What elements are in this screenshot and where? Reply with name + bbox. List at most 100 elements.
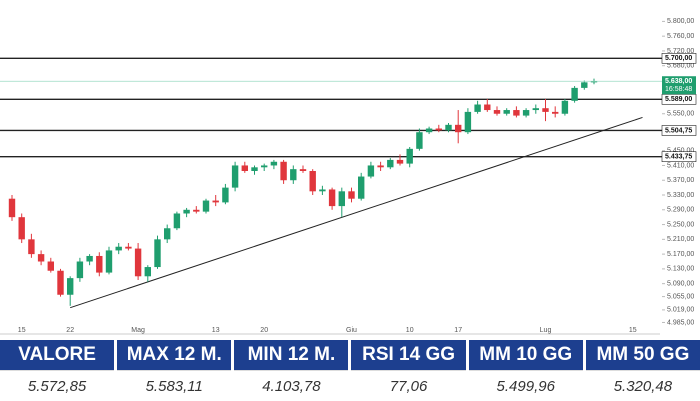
y-tick-label: 5.250,00 [667, 221, 694, 228]
candle-body [571, 87, 578, 101]
x-tick-label: 15 [629, 327, 637, 334]
candle-body [455, 124, 462, 133]
candle-body [212, 200, 219, 203]
candle-body [377, 165, 384, 168]
y-tick-label: 4.985,00 [667, 319, 694, 326]
y-tick-label: 5.055,00 [667, 293, 694, 300]
table-header: VALORE [0, 340, 115, 370]
x-tick-label: Mag [131, 327, 145, 334]
y-tick-label: 5.330,00 [667, 192, 694, 199]
y-tick-label: 5.800,00 [667, 18, 694, 25]
candle-body [222, 187, 229, 203]
x-tick-label: 22 [66, 327, 74, 334]
candle-body [241, 165, 248, 171]
candle-body [57, 270, 64, 295]
y-tick-label: 5.090,00 [667, 281, 694, 288]
candle-body [309, 171, 316, 192]
level-label: 5.433,75 [665, 154, 692, 161]
candle-body [328, 189, 336, 207]
table-value: 5.320,48 [585, 370, 700, 401]
y-tick-label: 5.450,00 [667, 148, 694, 155]
candle-body [387, 159, 394, 168]
candle-body [416, 132, 423, 149]
candle-body [96, 255, 103, 273]
candle-body [270, 161, 278, 166]
level-label-box [661, 53, 697, 64]
last-price-box [662, 76, 696, 95]
candle-body [581, 82, 588, 88]
y-tick-label: 5.170,00 [667, 251, 694, 258]
table-header: MIN 12 M. [234, 340, 349, 370]
candle-body [193, 209, 200, 212]
candle-body [47, 261, 54, 271]
candle-body [173, 213, 181, 229]
candle-body [28, 239, 35, 255]
candle-body [18, 217, 25, 240]
x-tick-label: 17 [454, 327, 462, 334]
candle-body [144, 267, 151, 277]
candle-body [154, 239, 161, 268]
chart: 5.800,00 5.760,00 5.720,00 5.680,00 5.550,00… [0, 18, 697, 335]
y-tick-label: 5.680,00 [667, 63, 694, 70]
candle-body [115, 246, 122, 251]
candle-body [280, 161, 287, 181]
level-label: 5.700,00 [665, 55, 692, 62]
candle-body [590, 81, 598, 83]
candle-body [396, 159, 404, 164]
last-price-label: 5.638,00 [665, 78, 692, 85]
table-value: 5.583,11 [117, 370, 232, 401]
x-tick-label: Lug [540, 327, 552, 334]
level-label-box [661, 125, 697, 136]
y-tick-label: 5.410,00 [667, 162, 694, 169]
candle-body [358, 176, 365, 199]
candle-body [435, 128, 442, 131]
candle-body [319, 189, 326, 192]
y-tick-label: 5.550,00 [667, 111, 694, 118]
candle-body [164, 228, 171, 240]
candle-body [552, 111, 559, 114]
candle-body [76, 261, 84, 279]
table-value: 5.572,85 [0, 370, 115, 401]
table-value: 5.499,96 [468, 370, 583, 401]
x-tick-label: Giu [346, 327, 357, 334]
x-tick-label: 10 [406, 327, 414, 334]
candle-body [484, 104, 491, 111]
candle-body [464, 111, 472, 133]
level-label-box [661, 151, 697, 162]
x-tick-label: 15 [18, 327, 26, 334]
candle-body [503, 110, 510, 114]
candle-body [8, 198, 16, 218]
candle-body [474, 104, 481, 112]
candle-body [105, 250, 113, 273]
candle-body [290, 169, 297, 181]
table-header: MM 10 GG [468, 340, 583, 370]
y-tick-label: 5.760,00 [667, 33, 694, 40]
candle-body [348, 191, 355, 199]
candle-body [299, 169, 307, 171]
candle-body [522, 110, 530, 116]
candle-body [183, 209, 190, 214]
table-header: RSI 14 GG [351, 340, 466, 370]
table-header: MM 50 GG [585, 340, 700, 370]
y-tick-label: 5.130,00 [667, 266, 694, 273]
level-label-box [661, 94, 697, 105]
table-header: MAX 12 M. [117, 340, 232, 370]
table-value: 4.103,78 [234, 370, 349, 401]
table-value: 77,06 [351, 370, 466, 401]
y-tick-label: 5.720,00 [667, 48, 694, 55]
candle-body [67, 278, 74, 295]
candle-body [231, 165, 239, 188]
y-tick-label: 5.019,00 [667, 307, 694, 314]
x-tick-label: 20 [260, 327, 268, 334]
trend-line [70, 116, 643, 309]
last-price-time: 16:58:48 [665, 86, 692, 93]
candle-body [134, 248, 142, 277]
candle-body [367, 165, 375, 177]
candle-body [445, 124, 452, 131]
candle-body [425, 128, 433, 133]
candle-body [251, 167, 258, 171]
level-label: 5.589,00 [665, 96, 692, 103]
stats-table: VALORE MAX 12 M. MIN 12 M. RSI 14 GG MM 10 G… [0, 340, 700, 400]
candle-body [561, 100, 569, 114]
